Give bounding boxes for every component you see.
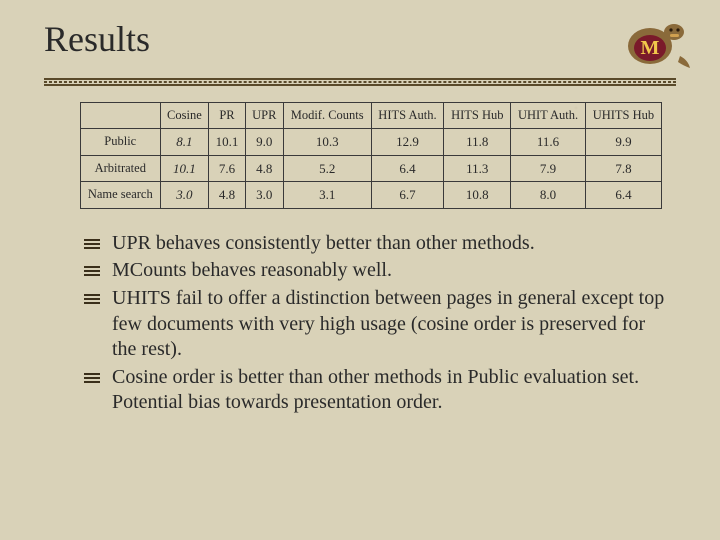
- cell: 9.0: [245, 129, 283, 156]
- cell: 7.8: [585, 155, 661, 182]
- col-blank: [81, 103, 161, 129]
- row-label: Name search: [81, 182, 161, 209]
- cell: 11.8: [444, 129, 511, 156]
- table-row: Public 8.1 10.1 9.0 10.3 12.9 11.8 11.6 …: [81, 129, 662, 156]
- row-label: Arbitrated: [81, 155, 161, 182]
- svg-text:M: M: [641, 37, 660, 59]
- list-item: MCounts behaves reasonably well.: [84, 258, 666, 284]
- list-item: UHITS fail to offer a distinction betwee…: [84, 286, 666, 363]
- table-header-row: Cosine PR UPR Modif. Counts HITS Auth. H…: [81, 103, 662, 129]
- col-cosine: Cosine: [160, 103, 209, 129]
- col-hits-hub: HITS Hub: [444, 103, 511, 129]
- table-body: Public 8.1 10.1 9.0 10.3 12.9 11.8 11.6 …: [81, 129, 662, 209]
- col-modif-counts: Modif. Counts: [283, 103, 371, 129]
- cell: 4.8: [245, 155, 283, 182]
- cell: 7.6: [209, 155, 245, 182]
- cell: 11.3: [444, 155, 511, 182]
- list-item: Cosine order is better than other method…: [84, 365, 666, 416]
- cell: 11.6: [511, 129, 586, 156]
- col-hits-auth: HITS Auth.: [371, 103, 444, 129]
- results-table-wrap: Cosine PR UPR Modif. Counts HITS Auth. H…: [80, 102, 662, 209]
- table-row: Arbitrated 10.1 7.6 4.8 5.2 6.4 11.3 7.9…: [81, 155, 662, 182]
- col-uhits-hub: UHITS Hub: [585, 103, 661, 129]
- table-row: Name search 3.0 4.8 3.0 3.1 6.7 10.8 8.0…: [81, 182, 662, 209]
- col-uhit-auth: UHIT Auth.: [511, 103, 586, 129]
- cell: 5.2: [283, 155, 371, 182]
- cell: 7.9: [511, 155, 586, 182]
- cell: 10.3: [283, 129, 371, 156]
- results-table: Cosine PR UPR Modif. Counts HITS Auth. H…: [80, 102, 662, 209]
- row-label: Public: [81, 129, 161, 156]
- col-pr: PR: [209, 103, 245, 129]
- cell: 3.0: [160, 182, 209, 209]
- page-title: Results: [44, 18, 150, 60]
- cell: 3.0: [245, 182, 283, 209]
- cell: 10.8: [444, 182, 511, 209]
- bullet-list: UPR behaves consistently better than oth…: [84, 231, 666, 416]
- cell: 10.1: [209, 129, 245, 156]
- cell: 6.4: [371, 155, 444, 182]
- cell: 3.1: [283, 182, 371, 209]
- cell: 4.8: [209, 182, 245, 209]
- cell: 9.9: [585, 129, 661, 156]
- title-divider: [44, 78, 676, 86]
- cell: 6.7: [371, 182, 444, 209]
- cell: 6.4: [585, 182, 661, 209]
- list-item: UPR behaves consistently better than oth…: [84, 231, 666, 257]
- cell: 8.1: [160, 129, 209, 156]
- mascot-logo: M: [620, 18, 694, 72]
- title-row: Results M: [44, 18, 676, 72]
- cell: 8.0: [511, 182, 586, 209]
- cell: 10.1: [160, 155, 209, 182]
- cell: 12.9: [371, 129, 444, 156]
- slide: Results M Cosine PR UPR Modif. Counts HI…: [0, 0, 720, 438]
- col-upr: UPR: [245, 103, 283, 129]
